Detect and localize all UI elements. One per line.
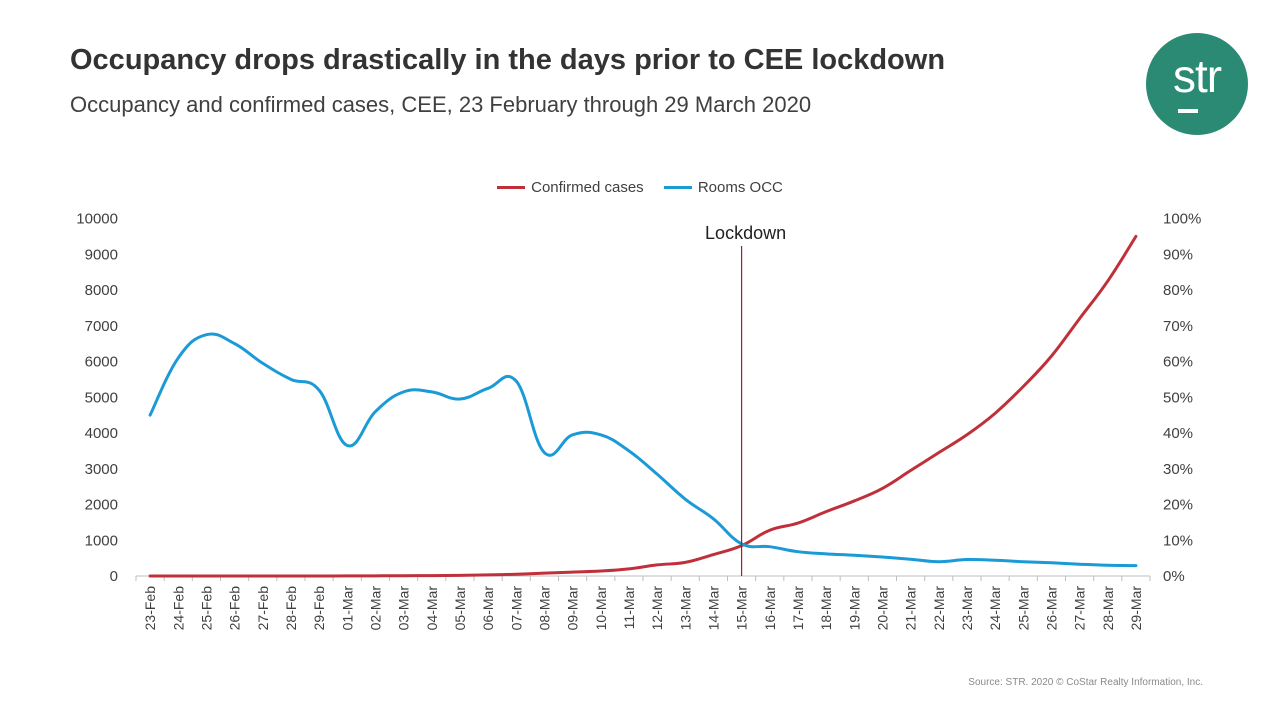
y-left-tick-label: 5000 <box>85 389 118 406</box>
y-right-tick-label: 60% <box>1163 354 1193 371</box>
x-tick-label: 28-Feb <box>283 586 299 631</box>
series-line-rooms-occ <box>148 332 1138 568</box>
x-tick-label: 26-Mar <box>1043 586 1059 631</box>
y-right-tick-label: 100% <box>1163 211 1201 228</box>
legend-item-rooms-occ: Rooms OCC <box>663 179 783 196</box>
y-right-tick-label: 70% <box>1163 318 1193 335</box>
y-left-tick-label: 9000 <box>85 246 118 263</box>
y-right-tick-label: 80% <box>1163 282 1193 299</box>
x-tick-label: 24-Mar <box>987 586 1003 631</box>
legend-label-rooms-occ: Rooms OCC <box>697 179 783 196</box>
x-tick-label: 20-Mar <box>874 586 890 631</box>
y-right-tick-label: 10% <box>1163 532 1193 549</box>
x-tick-label: 10-Mar <box>593 586 609 631</box>
y-right-tick-label: 90% <box>1163 246 1193 263</box>
lockdown-label: Lockdown <box>705 223 786 243</box>
x-tick-label: 25-Feb <box>198 586 214 631</box>
chart-legend: Confirmed cases Rooms OCC <box>0 176 1280 196</box>
x-tick-label: 27-Mar <box>1072 586 1088 631</box>
chart-title: Occupancy drops drastically in the days … <box>70 44 946 76</box>
source-note: Source: STR. 2020 © CoStar Realty Inform… <box>968 677 1203 688</box>
x-tick-label: 18-Mar <box>818 586 834 631</box>
legend-swatch-rooms-occ <box>663 186 692 189</box>
x-tick-label: 23-Mar <box>959 586 975 631</box>
chart-subtitle: Occupancy and confirmed cases, CEE, 23 F… <box>70 92 812 117</box>
y-left-tick-label: 0 <box>110 568 118 585</box>
x-tick-label: 16-Mar <box>762 586 778 631</box>
x-tick-label: 27-Feb <box>255 586 271 631</box>
x-tick-label: 08-Mar <box>536 586 552 631</box>
x-tick-label: 21-Mar <box>903 586 919 631</box>
x-tick-label: 07-Mar <box>508 586 524 631</box>
x-tick-label: 11-Mar <box>621 586 637 630</box>
legend-item-confirmed-cases: Confirmed cases <box>497 179 644 196</box>
x-tick-label: 12-Mar <box>649 586 665 631</box>
x-tick-label: 03-Mar <box>396 586 412 631</box>
x-tick-label: 26-Feb <box>227 586 243 631</box>
x-tick-label: 28-Mar <box>1100 586 1116 631</box>
y-right-tick-label: 50% <box>1163 389 1193 406</box>
x-tick-label: 15-Mar <box>734 586 750 631</box>
y-right-tick-label: 30% <box>1163 461 1193 478</box>
y-left-tick-label: 8000 <box>85 282 118 299</box>
x-tick-label: 01-Mar <box>339 586 355 631</box>
y-left-tick-label: 3000 <box>85 461 118 478</box>
x-tick-label: 29-Feb <box>311 586 327 631</box>
logo-text: str <box>1172 50 1222 102</box>
y-left-tick-label: 6000 <box>85 354 118 371</box>
y-left-tick-label: 4000 <box>85 425 118 442</box>
str-logo: str <box>1146 33 1248 135</box>
x-tick-label: 24-Feb <box>170 586 186 631</box>
x-tick-label: 29-Mar <box>1128 586 1144 631</box>
x-tick-label: 05-Mar <box>452 586 468 631</box>
x-tick-label: 13-Mar <box>677 586 693 631</box>
x-tick-label: 06-Mar <box>480 586 496 631</box>
y-left-tick-label: 1000 <box>85 532 118 549</box>
x-tick-label: 04-Mar <box>424 586 440 631</box>
y-right-tick-label: 20% <box>1163 497 1193 514</box>
x-tick-label: 19-Mar <box>846 586 862 631</box>
legend-swatch-confirmed-cases <box>497 186 526 189</box>
series-line-confirmed-cases <box>148 234 1138 578</box>
x-tick-label: 14-Mar <box>705 586 721 631</box>
y-left-tick-label: 7000 <box>85 318 118 335</box>
y-right-tick-label: 0% <box>1163 568 1185 585</box>
legend-label-confirmed-cases: Confirmed cases <box>531 179 644 196</box>
x-tick-label: 25-Mar <box>1015 586 1031 631</box>
x-tick-label: 09-Mar <box>565 586 581 631</box>
y-right-tick-label: 40% <box>1163 425 1193 442</box>
x-tick-label: 02-Mar <box>367 586 383 631</box>
x-tick-label: 23-Feb <box>142 586 158 631</box>
y-left-tick-label: 2000 <box>85 497 118 514</box>
y-left-tick-label: 10000 <box>76 211 118 228</box>
x-tick-label: 22-Mar <box>931 586 947 631</box>
logo-underline <box>1178 109 1198 113</box>
x-tick-label: 17-Mar <box>790 586 806 631</box>
